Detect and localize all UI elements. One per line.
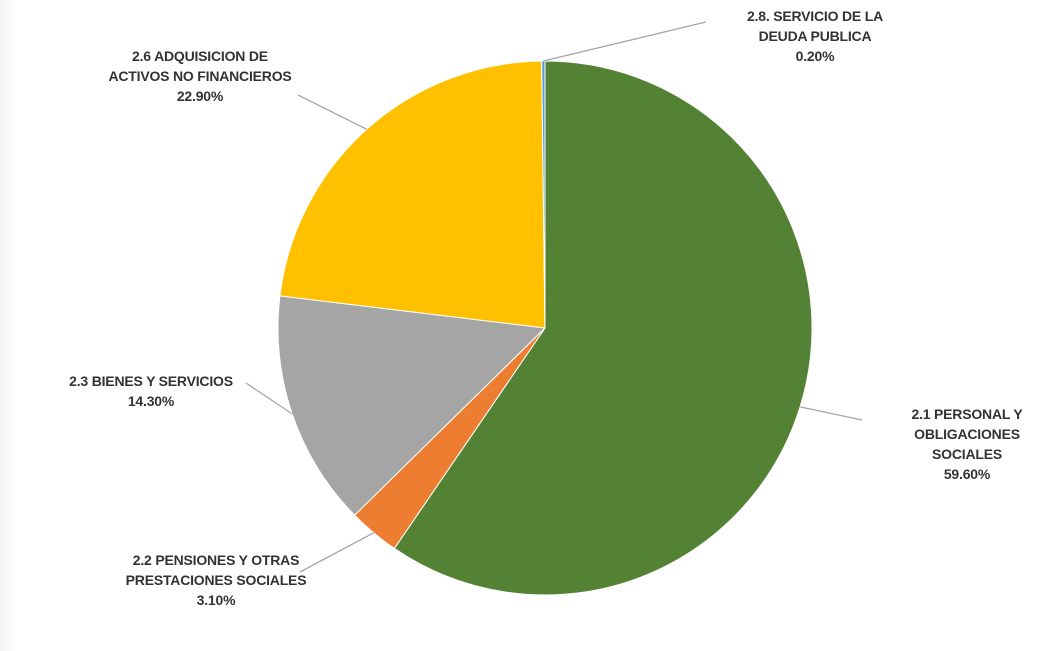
label-line: 2.2 PENSIONES Y OTRAS bbox=[132, 552, 300, 568]
label-line: 2.8. SERVICIO DE LA bbox=[747, 8, 883, 24]
data-label-personal-obligaciones: 2.1 PERSONAL Y OBLIGACIONES SOCIALES 59.… bbox=[888, 404, 1046, 484]
data-label-adquisicion-activos: 2.6 ADQUISICION DE ACTIVOS NO FINANCIERO… bbox=[80, 46, 320, 106]
pie-slice-bienes-servicios bbox=[277, 295, 547, 516]
label-line: PRESTACIONES SOCIALES bbox=[125, 572, 307, 588]
leader-line bbox=[245, 382, 293, 415]
leader-line bbox=[297, 94, 367, 130]
leader-line bbox=[543, 21, 707, 62]
leader-line bbox=[799, 406, 863, 421]
pie-slices bbox=[277, 60, 813, 596]
label-line: 2.6 ADQUISICION DE bbox=[132, 48, 268, 64]
pie-slice-personal-obligaciones bbox=[393, 60, 813, 596]
label-line: 2.1 PERSONAL Y bbox=[911, 406, 1023, 422]
data-label-servicio-deuda: 2.8. SERVICIO DE LA DEUDA PUBLICA 0.20% bbox=[710, 6, 920, 66]
data-label-pensiones: 2.2 PENSIONES Y OTRAS PRESTACIONES SOCIA… bbox=[96, 550, 336, 610]
label-value: 14.30% bbox=[127, 393, 175, 409]
label-line: DEUDA PUBLICA bbox=[758, 28, 872, 44]
label-line: ACTIVOS NO FINANCIEROS bbox=[108, 68, 292, 84]
label-value: 59.60% bbox=[943, 466, 991, 482]
data-label-bienes-servicios: 2.3 BIENES Y SERVICIOS 14.30% bbox=[46, 371, 256, 411]
label-value: 0.20% bbox=[795, 48, 835, 64]
pie-slice-adquisicion-activos bbox=[279, 60, 546, 329]
label-line: OBLIGACIONES bbox=[914, 426, 1020, 442]
label-value: 22.90% bbox=[176, 88, 224, 104]
label-line: SOCIALES bbox=[932, 446, 1002, 462]
leader-line bbox=[299, 532, 374, 573]
leader-lines bbox=[245, 21, 863, 573]
label-value: 3.10% bbox=[196, 592, 236, 608]
label-line: 2.3 BIENES Y SERVICIOS bbox=[69, 373, 233, 389]
